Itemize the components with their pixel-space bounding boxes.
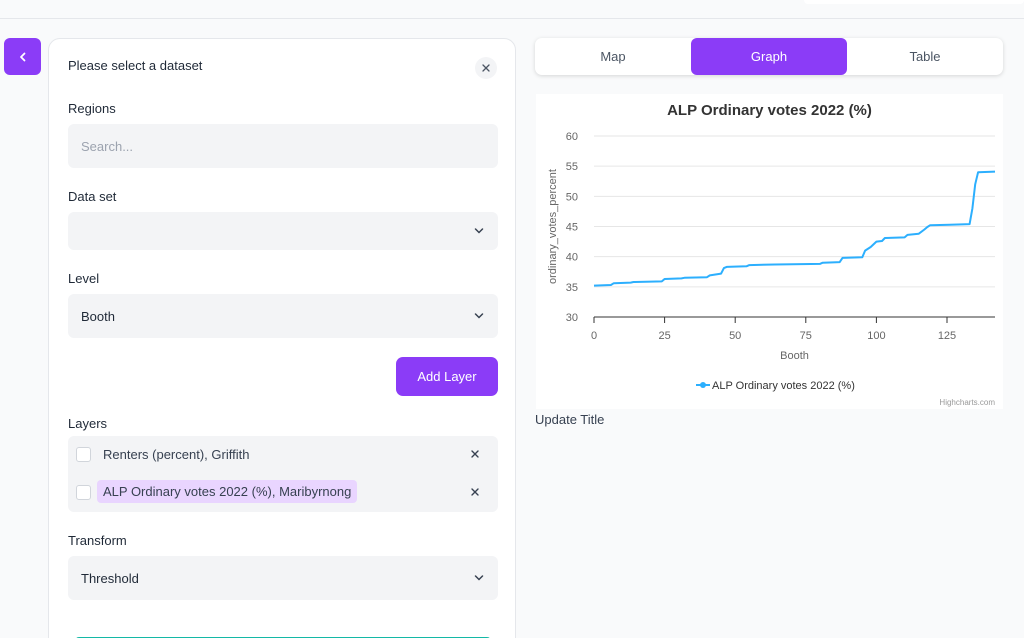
chevron-down-icon bbox=[474, 313, 484, 319]
x-tick-label: 100 bbox=[867, 330, 885, 342]
view-tabs: Map Graph Table bbox=[535, 38, 1003, 75]
legend-label: ALP Ordinary votes 2022 (%) bbox=[712, 380, 855, 392]
regions-search-input[interactable]: Search... bbox=[68, 124, 498, 168]
top-divider bbox=[0, 18, 1024, 19]
y-tick-label: 45 bbox=[566, 222, 578, 234]
line-chart: ALP Ordinary votes 2022 (%) 30 35 40 45 50 55 6… bbox=[547, 102, 996, 407]
x-tick-label: 0 bbox=[591, 330, 597, 342]
dataset-label: Data set bbox=[68, 189, 117, 204]
chevron-left-icon bbox=[19, 52, 25, 61]
dataset-select[interactable] bbox=[68, 212, 498, 250]
level-label: Level bbox=[68, 271, 100, 286]
level-select[interactable]: Booth bbox=[68, 294, 498, 338]
x-tick-label: 25 bbox=[658, 330, 670, 342]
layer-name-selected: ALP Ordinary votes 2022 (%), Maribyrnong bbox=[97, 480, 358, 503]
regions-label: Regions bbox=[68, 101, 116, 116]
y-tick-label: 35 bbox=[566, 282, 578, 294]
close-icon bbox=[482, 64, 490, 72]
panel-title: Please select a dataset bbox=[68, 58, 203, 73]
level-value: Booth bbox=[81, 308, 115, 324]
x-tick-label: 50 bbox=[729, 330, 741, 342]
y-tick-label: 30 bbox=[566, 312, 578, 324]
x-tick-label: 75 bbox=[800, 330, 812, 342]
y-tick-label: 50 bbox=[566, 191, 578, 203]
layer-item[interactable]: Renters (percent), Griffith bbox=[68, 436, 498, 474]
x-tick-label: 125 bbox=[938, 330, 956, 342]
layer-checkbox[interactable] bbox=[76, 447, 91, 462]
layers-label: Layers bbox=[68, 416, 108, 431]
dataset-panel: Please select a dataset Regions Search..… bbox=[48, 38, 516, 638]
collapse-sidebar-button[interactable] bbox=[4, 38, 41, 75]
chevron-down-icon bbox=[474, 228, 484, 234]
y-tick-label: 60 bbox=[566, 131, 578, 143]
top-search-edge bbox=[804, 0, 1024, 4]
tab-map[interactable]: Map bbox=[600, 49, 626, 64]
layer-checkbox[interactable] bbox=[76, 485, 91, 500]
chevron-down-icon bbox=[474, 575, 484, 581]
transform-label: Transform bbox=[68, 533, 127, 548]
add-layer-button[interactable]: Add Layer bbox=[396, 357, 498, 396]
y-axis-label: ordinary_votes_percent bbox=[547, 169, 559, 284]
layer-item[interactable]: ALP Ordinary votes 2022 (%), Maribyrnong bbox=[68, 474, 498, 512]
transform-value: Threshold bbox=[81, 570, 139, 586]
layer-name: Renters (percent), Griffith bbox=[103, 447, 250, 462]
chart-credits: Highcharts.com bbox=[939, 398, 995, 407]
chart-container: ALP Ordinary votes 2022 (%) 30 35 40 45 50 55 6… bbox=[536, 94, 1003, 409]
layers-list: Renters (percent), Griffith ALP Ordinary… bbox=[68, 436, 498, 512]
tab-graph[interactable]: Graph bbox=[691, 38, 847, 75]
transform-select[interactable]: Threshold bbox=[68, 556, 498, 600]
series-line bbox=[593, 170, 996, 287]
x-axis-label: Booth bbox=[780, 350, 809, 362]
y-tick-label: 55 bbox=[566, 161, 578, 173]
legend-marker bbox=[700, 382, 706, 388]
close-panel-button[interactable] bbox=[475, 57, 497, 79]
chart-title: ALP Ordinary votes 2022 (%) bbox=[667, 102, 872, 119]
remove-layer-icon[interactable] bbox=[469, 486, 481, 498]
update-title-link[interactable]: Update Title bbox=[535, 412, 605, 427]
y-tick-label: 40 bbox=[566, 252, 578, 264]
tab-table[interactable]: Table bbox=[909, 49, 941, 64]
remove-layer-icon[interactable] bbox=[469, 448, 481, 460]
